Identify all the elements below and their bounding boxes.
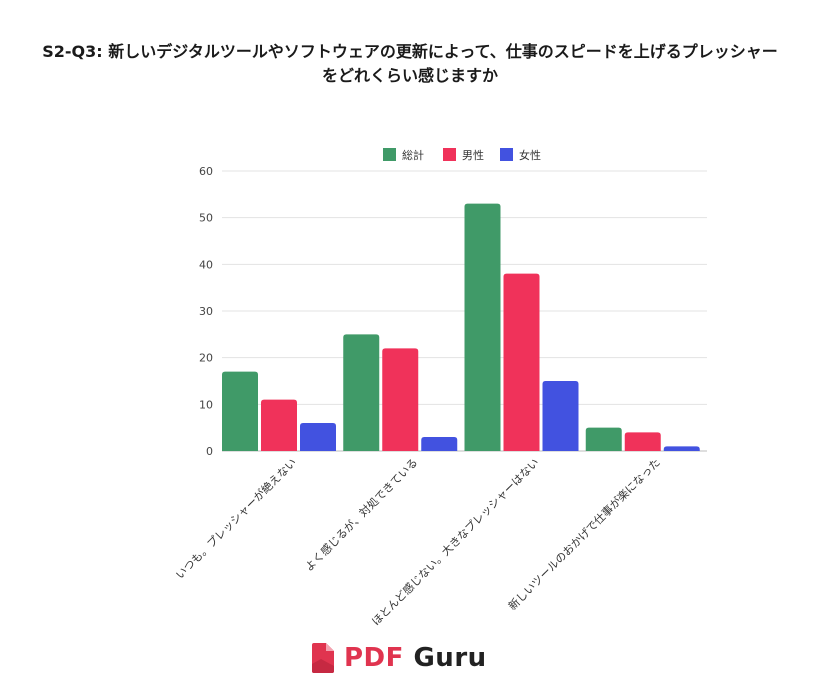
x-tick-label: よく感じるが、対処できている <box>302 455 421 574</box>
bar <box>663 446 700 451</box>
pdf-guru-logo: PDF Guru <box>312 641 487 675</box>
bar <box>343 334 380 451</box>
logo-text-pdf: PDF <box>344 643 404 673</box>
x-tick-label: 新しいツールのおかげで仕事が楽になった <box>505 455 663 613</box>
y-tick-label: 60 <box>199 165 213 178</box>
y-tick-label: 10 <box>199 398 213 411</box>
bar <box>222 371 258 451</box>
chart-title: S2-Q3: 新しいデジタルツールやソフトウェアの更新によって、仕事のスピードを… <box>0 40 820 88</box>
logo-wordmark: PDF Guru <box>344 643 487 673</box>
bar <box>382 348 419 451</box>
y-tick-label: 30 <box>199 305 213 318</box>
chart-title-line-2: をどれくらい感じますか <box>321 66 498 85</box>
legend-label: 女性 <box>519 148 541 162</box>
legend-swatch <box>500 148 513 161</box>
bar <box>464 203 501 451</box>
legend-label: 総計 <box>402 148 424 162</box>
legend-swatch <box>383 148 396 161</box>
bar <box>261 399 297 451</box>
legend-label: 男性 <box>462 148 484 162</box>
bar <box>585 427 622 451</box>
logo-text-guru: Guru <box>413 643 487 673</box>
bar <box>624 432 661 451</box>
legend-swatch <box>443 148 456 161</box>
y-tick-label: 20 <box>199 352 213 365</box>
y-tick-label: 0 <box>206 445 213 458</box>
bar <box>300 423 336 451</box>
bar <box>421 437 458 451</box>
bar <box>542 381 579 451</box>
x-tick-label: いつも。プレッシャーが絶えない <box>173 455 300 582</box>
y-tick-label: 40 <box>199 258 213 271</box>
document-icon <box>312 643 334 673</box>
y-tick-label: 50 <box>199 212 213 225</box>
chart-title-line-1: S2-Q3: 新しいデジタルツールやソフトウェアの更新によって、仕事のスピードを… <box>42 42 778 61</box>
bar <box>503 273 540 451</box>
